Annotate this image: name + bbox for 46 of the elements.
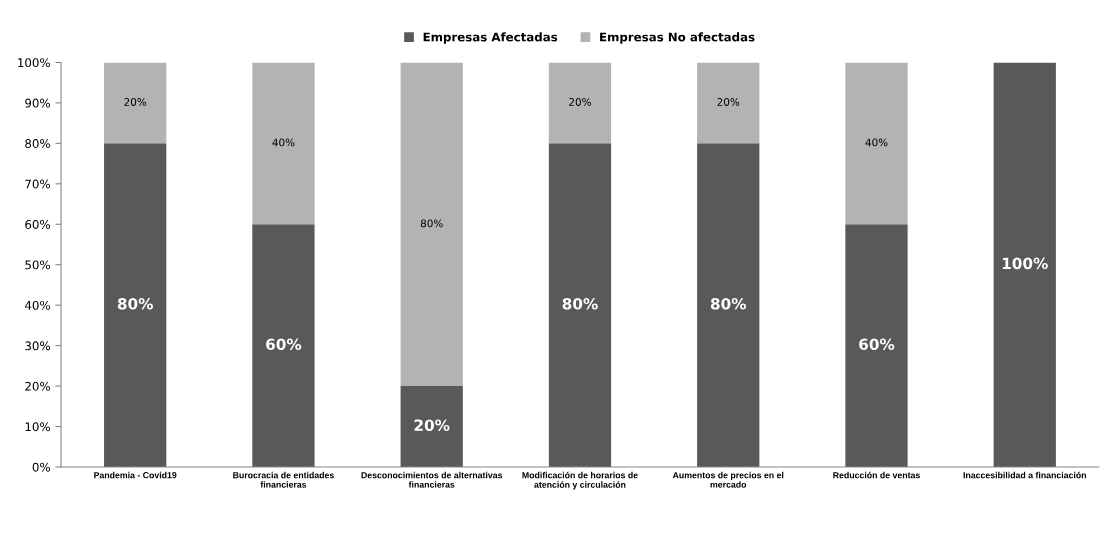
bar bbox=[697, 62, 760, 144]
bar bbox=[548, 62, 612, 144]
bar bbox=[104, 62, 167, 144]
x-tick-label: Modificación de horarios de atención y circulación bbox=[522, 471, 638, 490]
x-tick-label: Reducción de ventas bbox=[833, 471, 920, 479]
bar bbox=[252, 62, 315, 225]
y-tick-label: 40% bbox=[24, 300, 50, 310]
legend-label: Empresas Afectadas bbox=[423, 32, 558, 44]
bar bbox=[845, 62, 908, 225]
data-label: 40% bbox=[272, 138, 295, 147]
y-tick-label: 20% bbox=[25, 381, 50, 391]
data-label: 80% bbox=[117, 298, 153, 310]
data-label: 20% bbox=[569, 98, 591, 106]
data-label: 100% bbox=[1002, 257, 1048, 270]
legend-label: Empresas No afectadas bbox=[600, 32, 755, 44]
x-tick-label: Aumentos de precios en el mercado bbox=[672, 471, 784, 488]
bar bbox=[400, 386, 463, 467]
bar bbox=[400, 62, 463, 387]
data-label: 60% bbox=[859, 338, 895, 351]
data-label: 80% bbox=[420, 219, 443, 228]
y-tick-label: 80% bbox=[25, 139, 50, 149]
data-label: 80% bbox=[562, 298, 598, 310]
data-label: 20% bbox=[717, 98, 740, 106]
data-label: 60% bbox=[266, 338, 302, 351]
y-tick-label: 50% bbox=[25, 260, 50, 270]
y-tick-label: 10% bbox=[25, 422, 50, 432]
x-tick-label: Burocracia de entidades financieras bbox=[233, 471, 334, 488]
bar bbox=[104, 143, 167, 467]
data-label: 20% bbox=[414, 419, 450, 431]
x-tick-label: Desconocimientos de alternativas financieras bbox=[361, 471, 503, 488]
y-tick-label: 90% bbox=[25, 98, 50, 108]
x-tick-label: Inaccesibilidad a financiación bbox=[963, 471, 1086, 479]
y-tick-label: 70% bbox=[25, 179, 50, 189]
data-label: 20% bbox=[124, 98, 147, 106]
bar bbox=[993, 62, 1056, 467]
bar bbox=[697, 143, 760, 467]
y-tick-label: 30% bbox=[25, 341, 50, 351]
y-tick-label: 100% bbox=[18, 58, 50, 68]
bar bbox=[252, 224, 315, 467]
x-tick-label: Pandemia - Covid19 bbox=[94, 471, 177, 479]
bar bbox=[845, 224, 908, 467]
bar bbox=[548, 143, 612, 467]
data-label: 80% bbox=[710, 298, 747, 310]
y-tick-label: 60% bbox=[25, 219, 50, 229]
y-tick-label: 0% bbox=[32, 462, 50, 472]
data-label: 40% bbox=[865, 138, 888, 147]
